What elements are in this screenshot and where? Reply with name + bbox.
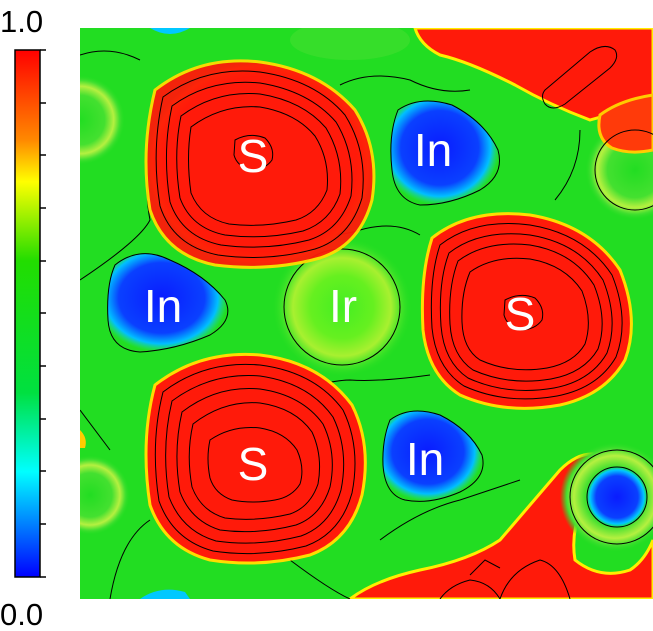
atom-s-basin (420, 212, 633, 410)
atom-label-s: S (238, 438, 269, 490)
ring-feature (290, 28, 410, 60)
colorbar-max-label: 1.0 (0, 4, 43, 39)
contour-line (542, 46, 618, 109)
atom-label-in: In (144, 280, 182, 332)
colorbar: 1.0 0.0 (0, 4, 46, 631)
contour-lines-bottom (439, 559, 571, 599)
low-region-edge (140, 589, 190, 599)
atom-label-in: In (414, 124, 452, 176)
contour-line (283, 248, 401, 366)
atom-in-basin (390, 100, 500, 206)
atom-label-s: S (505, 288, 536, 340)
atom-label-s: S (238, 130, 269, 182)
atom-ir-basin (272, 237, 412, 377)
atom-s-basin (144, 59, 376, 269)
ring-feature (80, 455, 130, 535)
elf-map (80, 28, 653, 599)
atom-in-basin (107, 253, 229, 353)
atom-label-ir: Ir (329, 280, 357, 332)
atom-label-in: In (406, 433, 444, 485)
high-region-edge (80, 430, 86, 448)
atom-in-basin (382, 410, 484, 502)
contour-line (569, 449, 653, 545)
high-region-right-edge (597, 93, 653, 154)
low-region-edge (150, 28, 190, 34)
colorbar-ticks (40, 49, 46, 578)
atom-labels: S In In Ir S S In (144, 124, 536, 490)
low-region-dot (586, 466, 648, 528)
colorbar-min-label: 0.0 (0, 597, 43, 631)
atom-s-basin (144, 352, 367, 565)
colorbar-gradient (14, 49, 41, 578)
ring-feature (80, 75, 125, 165)
